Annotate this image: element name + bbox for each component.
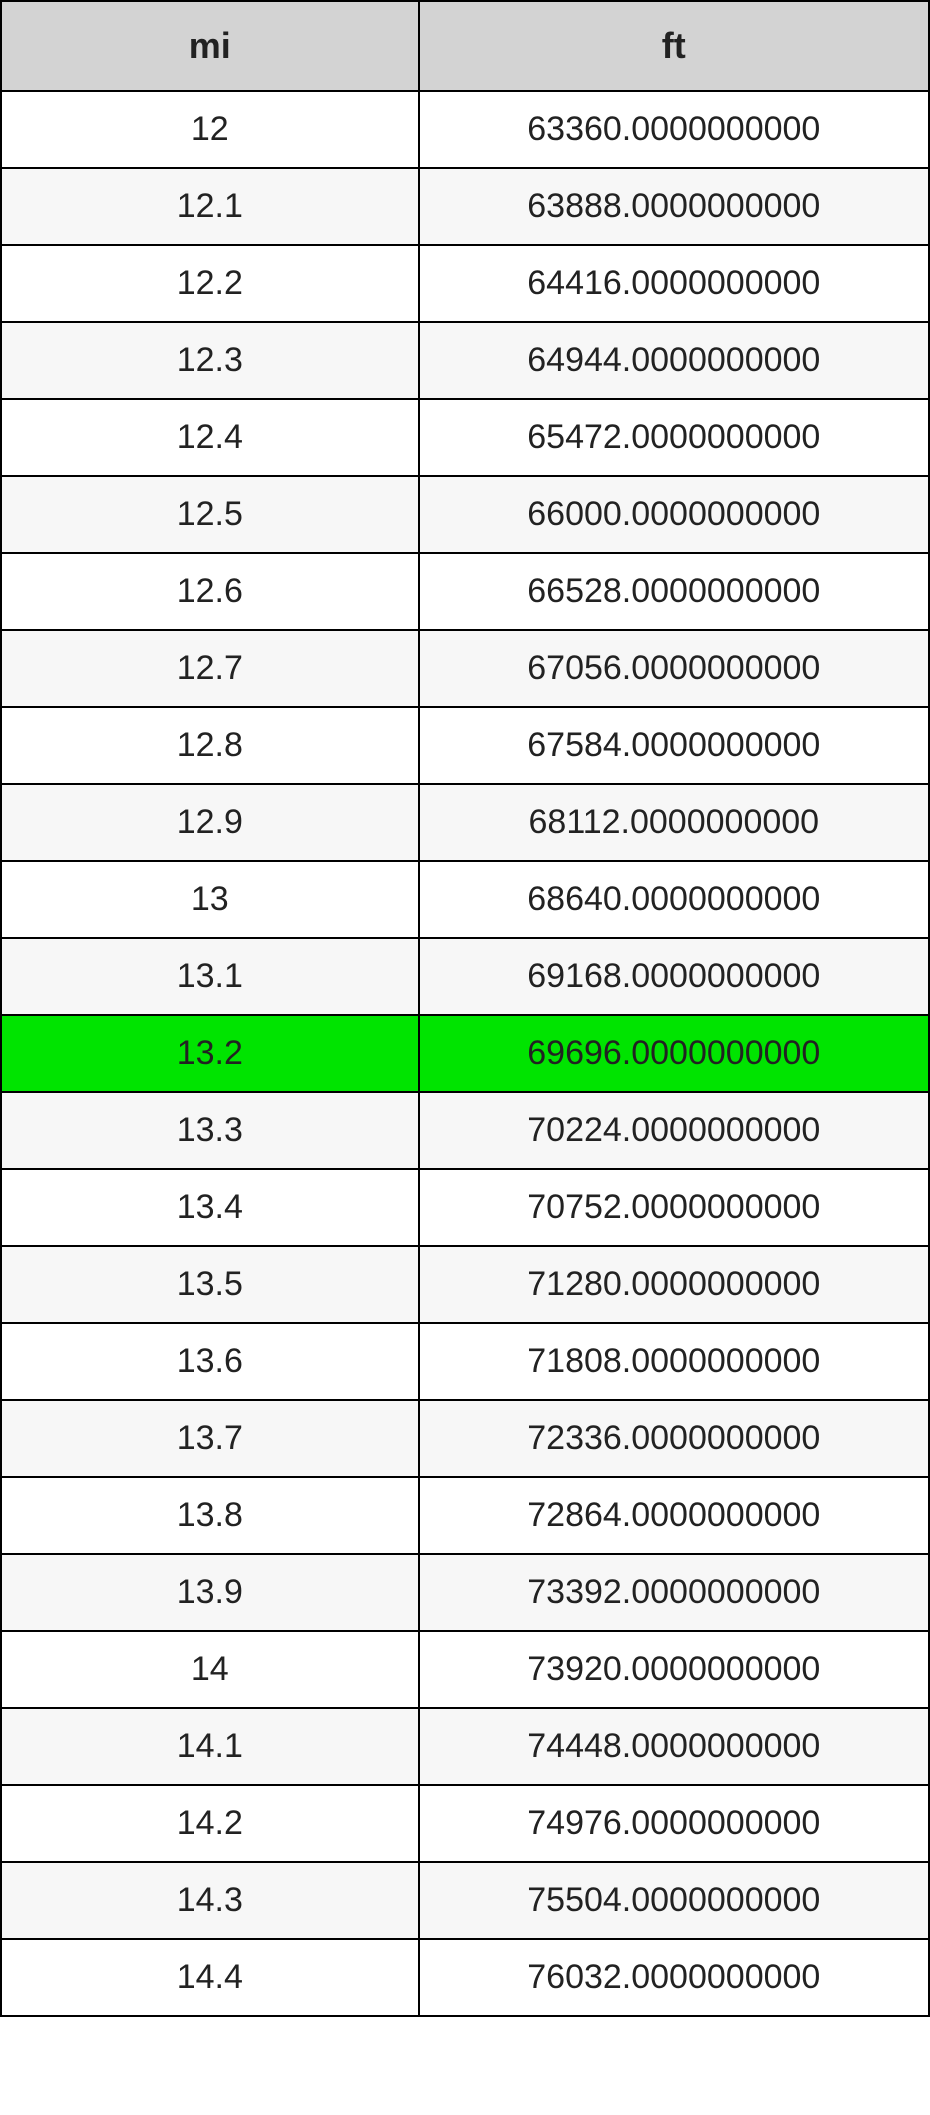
cell-ft: 65472.0000000000 <box>419 399 929 476</box>
table-row: 13.8 72864.0000000000 <box>1 1477 929 1554</box>
cell-ft: 64944.0000000000 <box>419 322 929 399</box>
cell-mi: 12.6 <box>1 553 419 630</box>
cell-ft: 70224.0000000000 <box>419 1092 929 1169</box>
table-row: 14.1 74448.0000000000 <box>1 1708 929 1785</box>
cell-ft: 72864.0000000000 <box>419 1477 929 1554</box>
cell-ft: 74976.0000000000 <box>419 1785 929 1862</box>
column-header-mi: mi <box>1 1 419 91</box>
cell-mi: 13 <box>1 861 419 938</box>
cell-ft: 63360.0000000000 <box>419 91 929 168</box>
cell-mi: 12.2 <box>1 245 419 322</box>
cell-ft: 69168.0000000000 <box>419 938 929 1015</box>
cell-mi: 13.2 <box>1 1015 419 1092</box>
table-row: 12.9 68112.0000000000 <box>1 784 929 861</box>
cell-ft: 69696.0000000000 <box>419 1015 929 1092</box>
cell-mi: 14.2 <box>1 1785 419 1862</box>
cell-ft: 73392.0000000000 <box>419 1554 929 1631</box>
cell-mi: 13.6 <box>1 1323 419 1400</box>
cell-mi: 14.4 <box>1 1939 419 2016</box>
table-row: 13.1 69168.0000000000 <box>1 938 929 1015</box>
cell-mi: 14 <box>1 1631 419 1708</box>
cell-mi: 13.3 <box>1 1092 419 1169</box>
cell-ft: 68640.0000000000 <box>419 861 929 938</box>
cell-ft: 66528.0000000000 <box>419 553 929 630</box>
cell-mi: 12.3 <box>1 322 419 399</box>
cell-ft: 71280.0000000000 <box>419 1246 929 1323</box>
cell-mi: 14.3 <box>1 1862 419 1939</box>
table-row: 13.7 72336.0000000000 <box>1 1400 929 1477</box>
cell-ft: 66000.0000000000 <box>419 476 929 553</box>
table-row: 12.4 65472.0000000000 <box>1 399 929 476</box>
cell-ft: 64416.0000000000 <box>419 245 929 322</box>
cell-ft: 72336.0000000000 <box>419 1400 929 1477</box>
cell-ft: 68112.0000000000 <box>419 784 929 861</box>
conversion-table: mi ft 12 63360.0000000000 12.1 63888.000… <box>0 0 930 2017</box>
cell-ft: 67056.0000000000 <box>419 630 929 707</box>
table-row: 12.5 66000.0000000000 <box>1 476 929 553</box>
table-row: 13.6 71808.0000000000 <box>1 1323 929 1400</box>
table-row-highlighted: 13.2 69696.0000000000 <box>1 1015 929 1092</box>
cell-mi: 13.8 <box>1 1477 419 1554</box>
table-row: 13.5 71280.0000000000 <box>1 1246 929 1323</box>
cell-mi: 13.7 <box>1 1400 419 1477</box>
cell-mi: 12.7 <box>1 630 419 707</box>
table-header-row: mi ft <box>1 1 929 91</box>
cell-ft: 71808.0000000000 <box>419 1323 929 1400</box>
cell-ft: 70752.0000000000 <box>419 1169 929 1246</box>
table-row: 12.7 67056.0000000000 <box>1 630 929 707</box>
table-row: 14.3 75504.0000000000 <box>1 1862 929 1939</box>
cell-mi: 12 <box>1 91 419 168</box>
cell-ft: 75504.0000000000 <box>419 1862 929 1939</box>
table-row: 12 63360.0000000000 <box>1 91 929 168</box>
table-row: 12.2 64416.0000000000 <box>1 245 929 322</box>
table-row: 14 73920.0000000000 <box>1 1631 929 1708</box>
table-row: 13.9 73392.0000000000 <box>1 1554 929 1631</box>
cell-ft: 74448.0000000000 <box>419 1708 929 1785</box>
cell-mi: 14.1 <box>1 1708 419 1785</box>
cell-mi: 12.1 <box>1 168 419 245</box>
cell-ft: 76032.0000000000 <box>419 1939 929 2016</box>
table-row: 13.4 70752.0000000000 <box>1 1169 929 1246</box>
cell-mi: 12.8 <box>1 707 419 784</box>
table-row: 14.2 74976.0000000000 <box>1 1785 929 1862</box>
cell-ft: 73920.0000000000 <box>419 1631 929 1708</box>
table-row: 12.3 64944.0000000000 <box>1 322 929 399</box>
cell-mi: 13.1 <box>1 938 419 1015</box>
cell-mi: 12.9 <box>1 784 419 861</box>
table-body: 12 63360.0000000000 12.1 63888.000000000… <box>1 91 929 2016</box>
table-row: 12.6 66528.0000000000 <box>1 553 929 630</box>
table-row: 13 68640.0000000000 <box>1 861 929 938</box>
cell-ft: 67584.0000000000 <box>419 707 929 784</box>
table-row: 13.3 70224.0000000000 <box>1 1092 929 1169</box>
table-row: 12.8 67584.0000000000 <box>1 707 929 784</box>
cell-mi: 13.9 <box>1 1554 419 1631</box>
cell-mi: 13.4 <box>1 1169 419 1246</box>
cell-mi: 13.5 <box>1 1246 419 1323</box>
cell-ft: 63888.0000000000 <box>419 168 929 245</box>
column-header-ft: ft <box>419 1 929 91</box>
table-row: 12.1 63888.0000000000 <box>1 168 929 245</box>
table-row: 14.4 76032.0000000000 <box>1 1939 929 2016</box>
cell-mi: 12.5 <box>1 476 419 553</box>
cell-mi: 12.4 <box>1 399 419 476</box>
